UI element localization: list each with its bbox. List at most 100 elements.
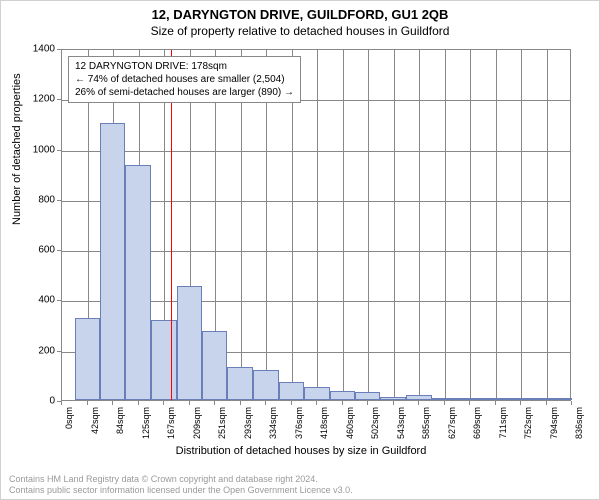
x-tick: [342, 401, 343, 405]
x-tick-label: 84sqm: [115, 407, 125, 434]
x-tick-label: 167sqm: [166, 407, 176, 439]
y-tick-label: 600: [15, 245, 55, 256]
x-tick: [112, 401, 113, 405]
x-tick-label: 502sqm: [370, 407, 380, 439]
histogram-bar: [457, 398, 483, 401]
x-tick-label: 42sqm: [90, 407, 100, 434]
histogram-bar: [380, 397, 406, 400]
x-tick-label: 752sqm: [523, 407, 533, 439]
y-tick-label: 1400: [15, 44, 55, 55]
x-tick: [138, 401, 139, 405]
histogram-bar: [432, 398, 458, 401]
histogram-bar: [406, 395, 432, 400]
x-tick-label: 418sqm: [319, 407, 329, 439]
x-tick-label: 0sqm: [64, 407, 74, 429]
histogram-bar: [304, 387, 330, 400]
y-tick-label: 1000: [15, 144, 55, 155]
x-tick: [546, 401, 547, 405]
x-tick: [418, 401, 419, 405]
annotation-box: 12 DARYNGTON DRIVE: 178sqm ← 74% of deta…: [68, 56, 301, 103]
chart-container: 12, DARYNGTON DRIVE, GUILDFORD, GU1 2QB …: [0, 0, 600, 500]
y-tick-label: 400: [15, 295, 55, 306]
y-tick: [57, 150, 61, 151]
plot-area: 12 DARYNGTON DRIVE: 178sqm ← 74% of deta…: [61, 49, 571, 401]
x-tick-label: 460sqm: [345, 407, 355, 439]
x-tick-label: 794sqm: [549, 407, 559, 439]
y-tick: [57, 250, 61, 251]
x-tick: [214, 401, 215, 405]
y-tick-label: 1200: [15, 94, 55, 105]
y-tick: [57, 300, 61, 301]
x-tick: [495, 401, 496, 405]
grid-line-v: [343, 50, 344, 400]
x-tick-label: 376sqm: [294, 407, 304, 439]
x-tick-label: 669sqm: [472, 407, 482, 439]
histogram-bar: [227, 367, 253, 400]
x-tick: [444, 401, 445, 405]
y-tick-label: 800: [15, 194, 55, 205]
x-tick: [571, 401, 572, 405]
histogram-bar: [483, 398, 508, 400]
x-tick-label: 125sqm: [141, 407, 151, 439]
y-tick-label: 200: [15, 345, 55, 356]
y-tick: [57, 49, 61, 50]
x-tick-label: 836sqm: [574, 407, 584, 439]
x-tick-label: 585sqm: [421, 407, 431, 439]
grid-line-v: [445, 50, 446, 400]
plot: 12 DARYNGTON DRIVE: 178sqm ← 74% of deta…: [61, 49, 571, 401]
x-tick: [291, 401, 292, 405]
histogram-bar: [355, 392, 380, 400]
grid-line-v: [521, 50, 522, 400]
x-tick: [520, 401, 521, 405]
histogram-bar: [75, 318, 101, 400]
x-tick-label: 711sqm: [498, 407, 508, 438]
histogram-bar: [508, 398, 534, 400]
histogram-bar: [534, 398, 560, 400]
x-tick-label: 293sqm: [243, 407, 253, 439]
footer: Contains HM Land Registry data © Crown c…: [9, 474, 353, 495]
x-tick: [163, 401, 164, 405]
x-axis-label: Distribution of detached houses by size …: [1, 445, 600, 457]
annotation-line2: ← 74% of detached houses are smaller (2,…: [75, 73, 294, 86]
histogram-bar: [100, 123, 125, 400]
x-tick: [265, 401, 266, 405]
histogram-bar: [151, 320, 177, 400]
x-tick: [367, 401, 368, 405]
histogram-bar: [177, 286, 203, 400]
x-tick: [87, 401, 88, 405]
y-tick: [57, 99, 61, 100]
grid-line-v: [419, 50, 420, 400]
chart-title: 12, DARYNGTON DRIVE, GUILDFORD, GU1 2QB: [1, 7, 599, 22]
y-tick: [57, 200, 61, 201]
histogram-bar: [279, 382, 305, 400]
x-tick-label: 209sqm: [192, 407, 202, 439]
x-tick: [316, 401, 317, 405]
histogram-bar: [125, 165, 151, 400]
grid-line-v: [368, 50, 369, 400]
x-tick-label: 251sqm: [217, 407, 227, 439]
histogram-bar: [253, 370, 279, 400]
x-tick-label: 334sqm: [268, 407, 278, 439]
histogram-bar: [202, 331, 227, 400]
histogram-bar: [330, 391, 356, 400]
x-tick: [469, 401, 470, 405]
footer-line2: Contains public sector information licen…: [9, 485, 353, 495]
grid-line-v: [317, 50, 318, 400]
y-tick-label: 0: [15, 396, 55, 407]
x-tick: [61, 401, 62, 405]
grid-line-v: [496, 50, 497, 400]
grid-line-v: [394, 50, 395, 400]
footer-line1: Contains HM Land Registry data © Crown c…: [9, 474, 353, 484]
grid-line-v: [470, 50, 471, 400]
x-tick: [240, 401, 241, 405]
chart-subtitle: Size of property relative to detached ho…: [1, 24, 599, 38]
histogram-bar: [559, 398, 572, 400]
x-tick: [189, 401, 190, 405]
x-tick-label: 543sqm: [396, 407, 406, 439]
annotation-line1: 12 DARYNGTON DRIVE: 178sqm: [75, 60, 294, 73]
y-tick: [57, 351, 61, 352]
annotation-line3: 26% of semi-detached houses are larger (…: [75, 86, 294, 99]
x-tick: [393, 401, 394, 405]
x-tick-label: 627sqm: [447, 407, 457, 439]
grid-line-v: [547, 50, 548, 400]
